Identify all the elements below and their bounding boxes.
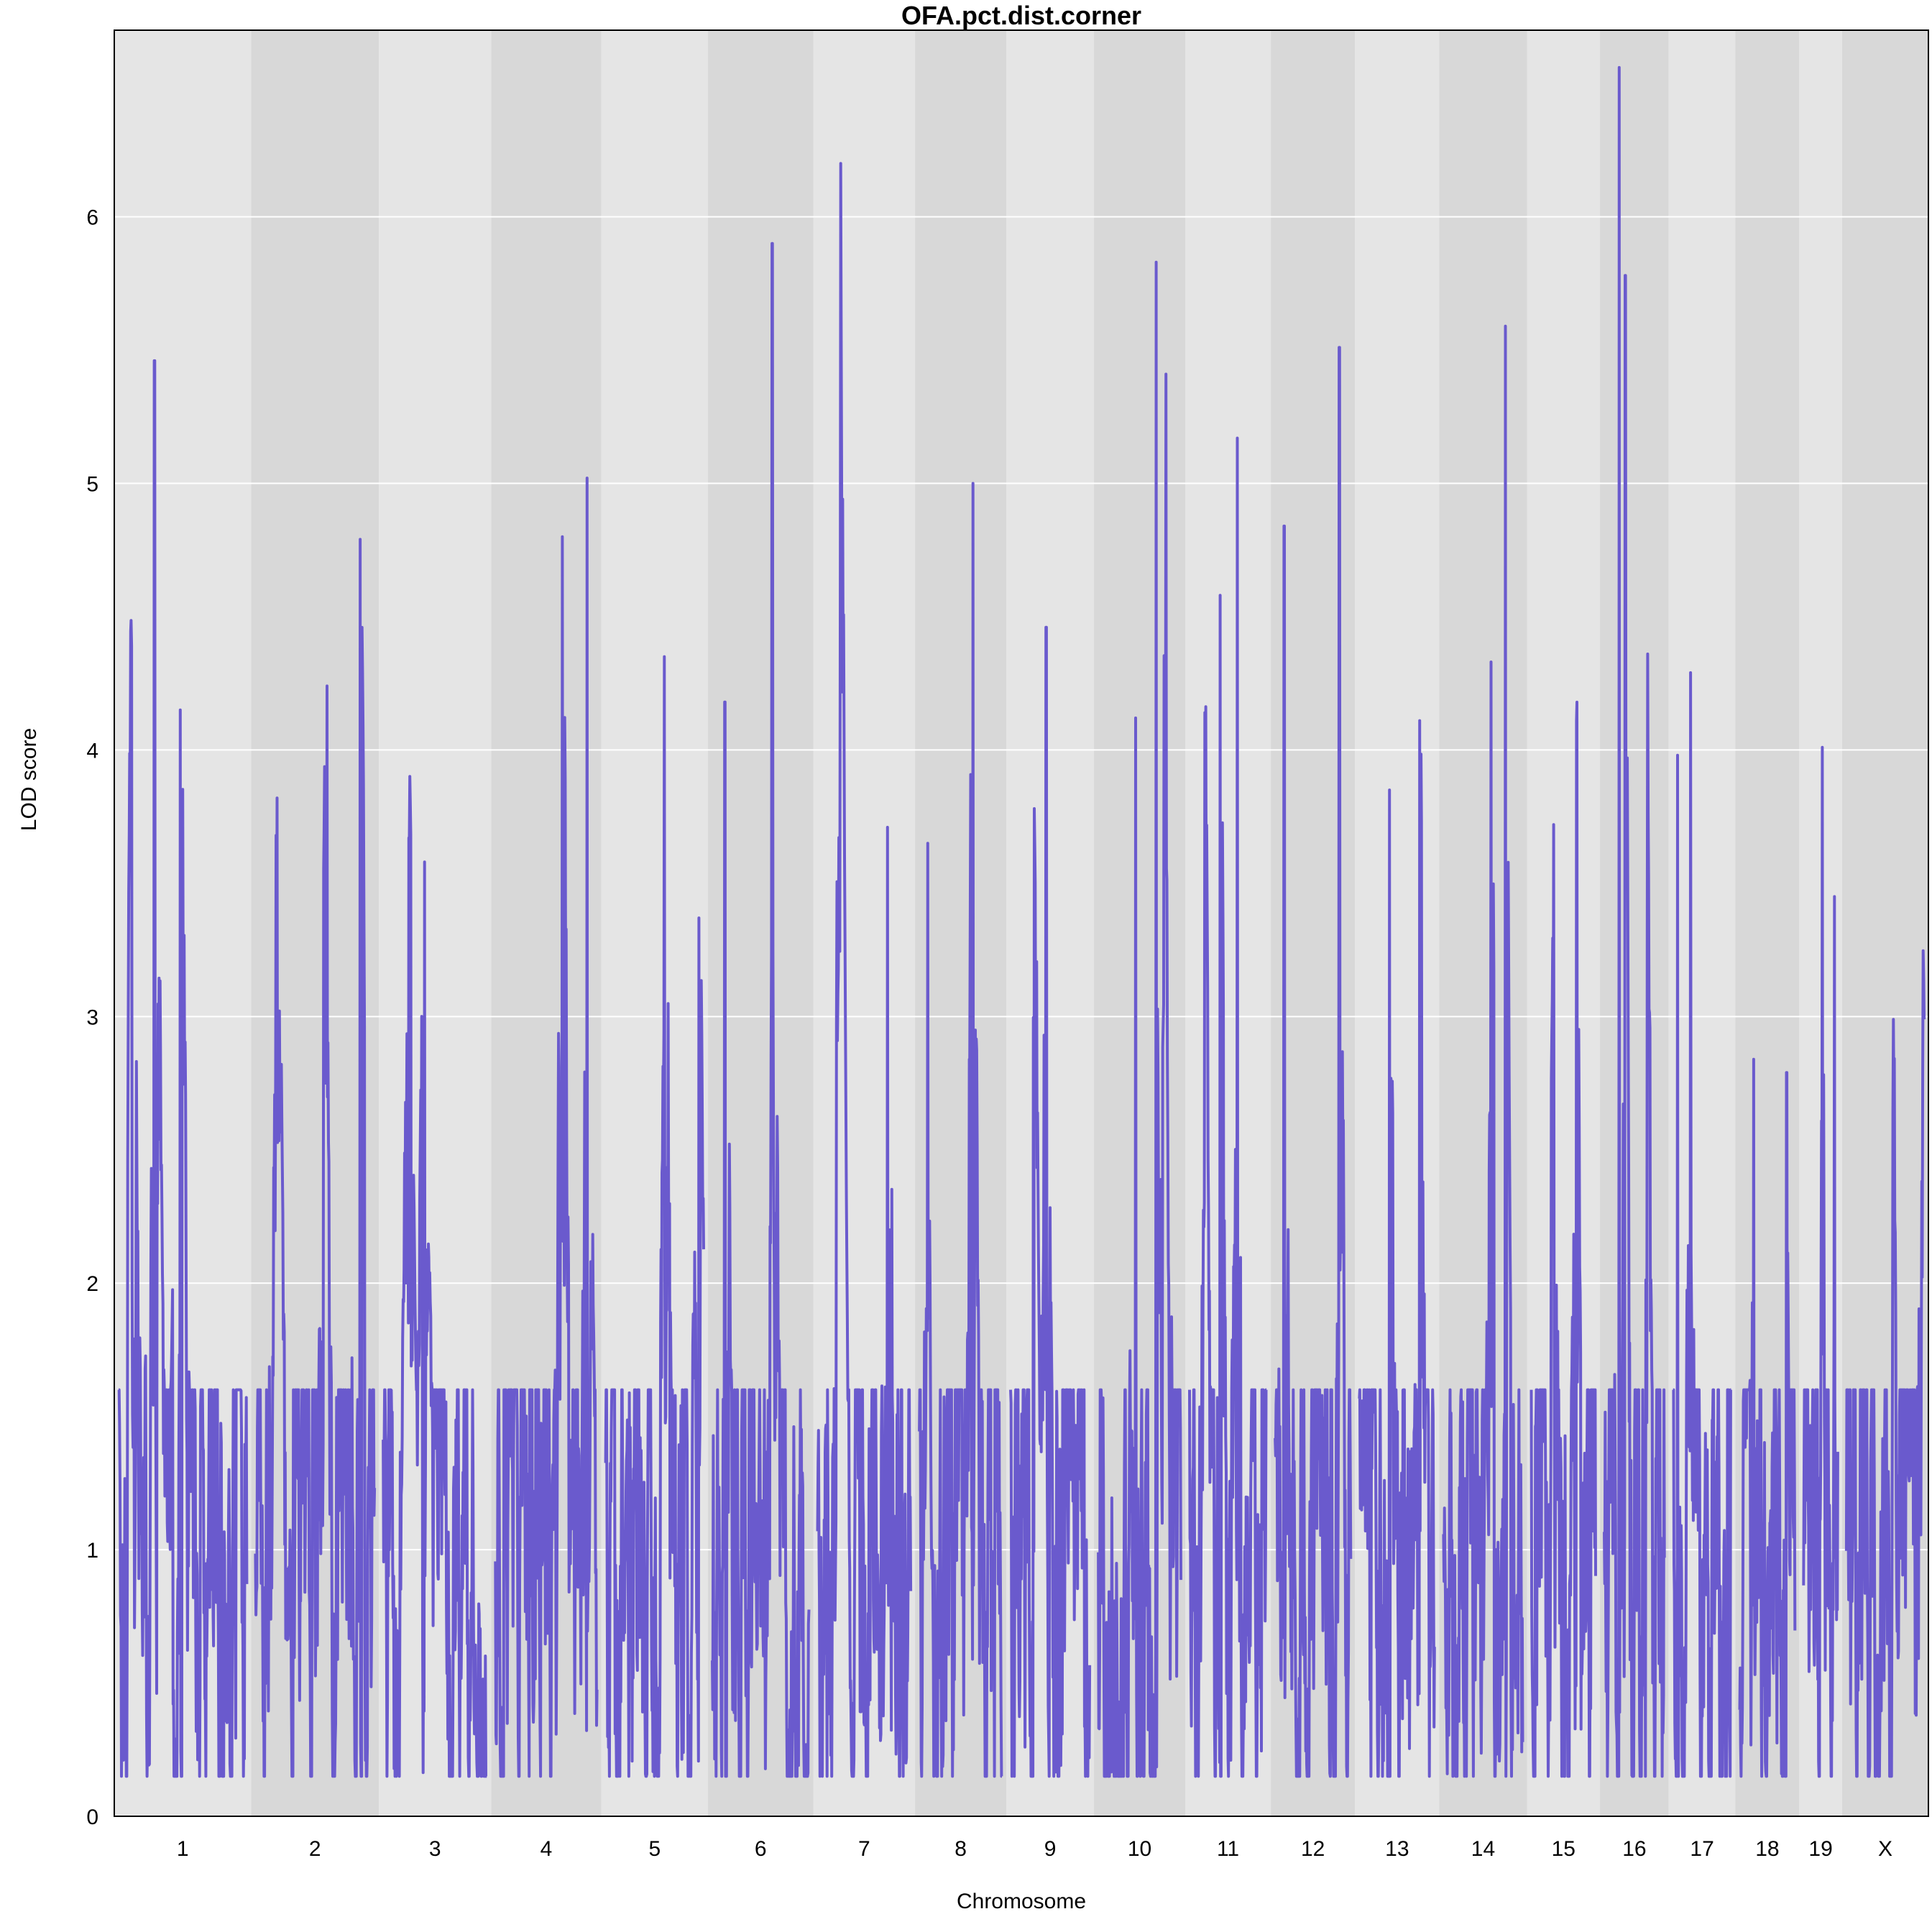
lod-trace-chr-7 [816, 162, 913, 1778]
y-tick-label: 4 [86, 739, 98, 763]
lod-trace-chr-2 [254, 538, 377, 1778]
lod-trace-chr-4 [494, 477, 599, 1778]
lod-trace-chr-14 [1442, 324, 1524, 1778]
lod-trace-chr-10 [1097, 260, 1182, 1778]
y-tick-label: 1 [86, 1539, 98, 1563]
x-tick-label: 4 [540, 1837, 553, 1861]
lod-trace-chr-3 [382, 775, 488, 1778]
x-tick-label: 12 [1301, 1837, 1325, 1861]
lod-trace-chr-16 [1603, 65, 1666, 1778]
x-tick-label: 17 [1690, 1837, 1714, 1861]
x-tick-label: 13 [1385, 1837, 1409, 1861]
lod-trace-chr-17 [1672, 671, 1732, 1778]
x-tick-label: X [1878, 1837, 1892, 1861]
lod-trace-chr-15 [1530, 700, 1597, 1778]
y-axis-title: LOD score [17, 728, 41, 831]
x-tick-label: 14 [1471, 1837, 1495, 1861]
y-tick-label: 6 [86, 206, 98, 230]
x-tick-label: 8 [954, 1837, 967, 1861]
x-tick-label: 7 [858, 1837, 870, 1861]
x-tick-label: 19 [1808, 1837, 1832, 1861]
lod-trace-chr-8 [918, 482, 1003, 1778]
x-tick-label: 3 [429, 1837, 441, 1861]
lod-trace-chr-18 [1738, 1057, 1797, 1778]
chart-title: OFA.pct.dist.corner [901, 1, 1141, 30]
plot-frame [114, 29, 1929, 1817]
x-tick-label: 6 [755, 1837, 767, 1861]
y-tick-label: 2 [86, 1272, 98, 1296]
lod-trace-chr-5 [604, 655, 705, 1778]
x-axis-title: Chromosome [957, 1890, 1086, 1913]
lod-trace-chr-9 [1009, 625, 1092, 1778]
lod-series [117, 65, 1926, 1778]
x-tick-label: 15 [1552, 1837, 1576, 1861]
lod-trace-chr-12 [1274, 346, 1353, 1778]
x-tick-label: 9 [1044, 1837, 1057, 1861]
x-axis: 1 2 3 4 5 6 7 8 9 10 11 12 13 14 15 16 17 18 19 X [177, 1837, 1892, 1861]
y-tick-label: 5 [86, 473, 98, 497]
lod-trace-chr-1 [117, 359, 249, 1778]
y-tick-label: 3 [86, 1006, 98, 1029]
lod-trace-chr-13 [1358, 719, 1436, 1778]
x-tick-label: 5 [648, 1837, 661, 1861]
x-tick-label: 16 [1622, 1837, 1646, 1861]
y-axis: 0 1 2 3 4 5 6 [86, 206, 98, 1829]
lod-trace-chr-11 [1188, 436, 1268, 1778]
lod-trace-chr-6 [711, 242, 811, 1778]
x-tick-label: 11 [1217, 1837, 1239, 1861]
x-tick-label: 2 [309, 1837, 321, 1861]
x-tick-label: 1 [177, 1837, 189, 1861]
x-tick-label: 18 [1755, 1837, 1779, 1861]
lod-trace-chr-19 [1802, 745, 1839, 1778]
lod-trace-chr-X [1844, 949, 1926, 1778]
x-tick-label: 10 [1128, 1837, 1151, 1861]
y-tick-label: 0 [86, 1806, 98, 1829]
